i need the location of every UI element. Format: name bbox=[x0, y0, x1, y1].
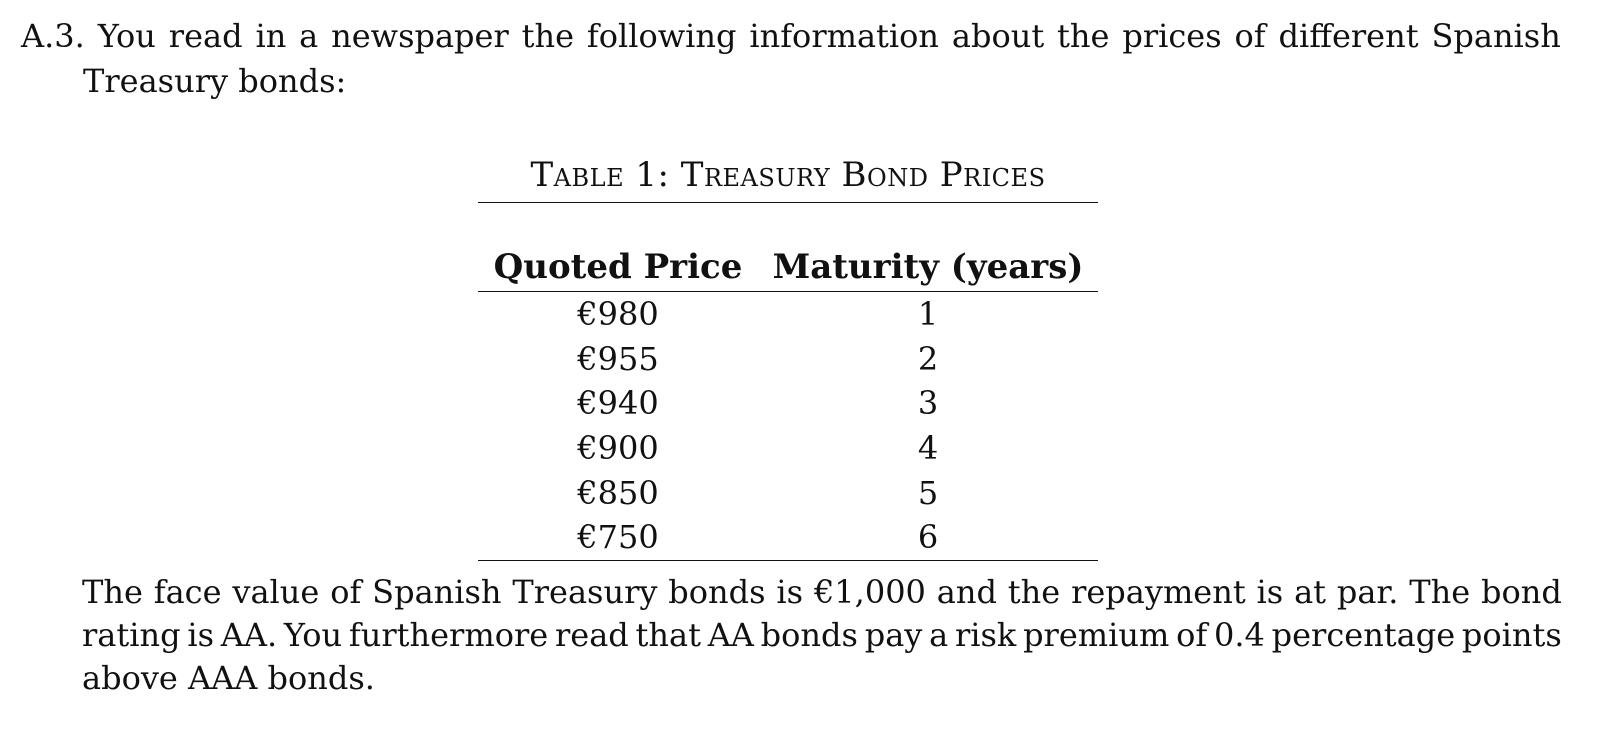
closing-word: The bbox=[82, 573, 143, 611]
closing-word: Treasury bbox=[512, 573, 658, 611]
cell-quoted-price: €900 bbox=[577, 429, 659, 468]
intro-word: the bbox=[1057, 17, 1110, 55]
closing-word: points bbox=[1461, 616, 1562, 654]
closing-word: premium bbox=[1023, 616, 1170, 654]
table-row: €750 6 bbox=[478, 514, 1098, 561]
closing-word: value bbox=[232, 573, 320, 611]
bond-price-table: Quoted Price Maturity (years) €980 1 €955 2… bbox=[478, 243, 1098, 561]
closing-word: is bbox=[1256, 573, 1284, 611]
closing-word: bonds bbox=[760, 616, 858, 654]
intro-word: the bbox=[521, 17, 575, 55]
closing-word: at bbox=[1294, 573, 1326, 611]
cell-maturity: 6 bbox=[758, 514, 1098, 561]
table-row: €900 4 bbox=[478, 426, 1098, 471]
intro-line-1: A.3. You read in a newspaper the following info… bbox=[21, 14, 1561, 59]
intro-word: a bbox=[299, 17, 319, 55]
closing-word: that bbox=[635, 616, 701, 654]
cell-maturity: 4 bbox=[917, 429, 939, 468]
table-header-row: Quoted Price Maturity (years) bbox=[478, 243, 1098, 292]
cell-quoted-price: €980 bbox=[577, 295, 659, 334]
closing-line-3: above AAA bonds. bbox=[82, 659, 375, 697]
intro-word: about bbox=[951, 17, 1045, 55]
table-row: €980 1 bbox=[478, 292, 1098, 337]
closing-word: and bbox=[936, 573, 997, 611]
closing-word: percentage bbox=[1271, 616, 1456, 654]
closing-word: bond bbox=[1480, 573, 1562, 611]
cell-quoted-price: €750 bbox=[478, 514, 758, 561]
closing-word: of bbox=[330, 573, 362, 611]
closing-word: is bbox=[187, 616, 214, 654]
table-row: €940 3 bbox=[478, 381, 1098, 426]
table-body: €980 1 €955 2 €940 3 €900 4 €850 5 €750 6 bbox=[478, 292, 1098, 561]
closing-word: bonds bbox=[668, 573, 766, 611]
cell-maturity: 5 bbox=[917, 473, 939, 512]
intro-word: in bbox=[255, 17, 287, 55]
intro-word: read bbox=[168, 17, 243, 55]
intro-word: following bbox=[586, 17, 737, 55]
closing-word: Spanish bbox=[372, 573, 502, 611]
table-row: €955 2 bbox=[478, 337, 1098, 382]
cell-maturity: 1 bbox=[917, 295, 939, 334]
closing-word: AA bbox=[707, 616, 754, 654]
cell-quoted-price: €940 bbox=[577, 384, 659, 423]
intro-word: newspaper bbox=[331, 17, 509, 55]
table-caption: Table 1: Treasury Bond Prices bbox=[530, 155, 1046, 195]
closing-word: the bbox=[1007, 573, 1061, 611]
closing-word: You bbox=[283, 616, 343, 654]
header-maturity: Maturity (years) bbox=[758, 243, 1098, 292]
cell-quoted-price: €850 bbox=[577, 473, 659, 512]
bond-table-block: Table 1: Treasury Bond Prices Quoted Pri… bbox=[478, 150, 1098, 561]
closing-word: The bbox=[1409, 573, 1471, 611]
cell-maturity: 2 bbox=[917, 339, 939, 378]
closing-line-1: The face value of Spanish Treasury bonds is €1,0… bbox=[82, 571, 1562, 614]
closing-word: read bbox=[554, 616, 629, 654]
closing-word: AA. bbox=[220, 616, 278, 654]
intro-word: Spanish bbox=[1431, 17, 1561, 55]
closing-word: €1,000 bbox=[813, 573, 926, 611]
closing-word: pay bbox=[864, 616, 923, 654]
closing-word: of bbox=[1176, 616, 1208, 654]
closing-line-2: rating is AA. You furthermore read that AA bonds… bbox=[82, 614, 1562, 657]
closing-word: repayment bbox=[1071, 573, 1246, 611]
intro-word: information bbox=[749, 17, 939, 55]
header-quoted-price: Quoted Price bbox=[478, 243, 758, 292]
intro-line-2: Treasury bonds: bbox=[83, 62, 347, 100]
closing-paragraph: The face value of Spanish Treasury bonds is €1,0… bbox=[82, 571, 1562, 700]
closing-word: a bbox=[929, 616, 949, 654]
closing-word: is bbox=[776, 573, 804, 611]
closing-word: rating bbox=[82, 616, 181, 654]
problem-number: A.3. bbox=[21, 17, 85, 55]
problem-intro: A.3. You read in a newspaper the following info… bbox=[21, 14, 1561, 104]
closing-word: risk bbox=[954, 616, 1017, 654]
closing-word: furthermore bbox=[348, 616, 549, 654]
closing-word: face bbox=[153, 573, 222, 611]
cell-quoted-price: €955 bbox=[577, 339, 659, 378]
intro-word: of bbox=[1234, 17, 1266, 55]
closing-word: par. bbox=[1336, 573, 1399, 611]
closing-word: 0.4 bbox=[1213, 616, 1265, 654]
table-row: €850 5 bbox=[478, 470, 1098, 515]
intro-word: prices bbox=[1122, 17, 1222, 55]
intro-word: You bbox=[97, 17, 156, 55]
cell-maturity: 3 bbox=[917, 384, 939, 423]
table-top-rule bbox=[478, 202, 1098, 203]
intro-word: different bbox=[1278, 17, 1419, 55]
